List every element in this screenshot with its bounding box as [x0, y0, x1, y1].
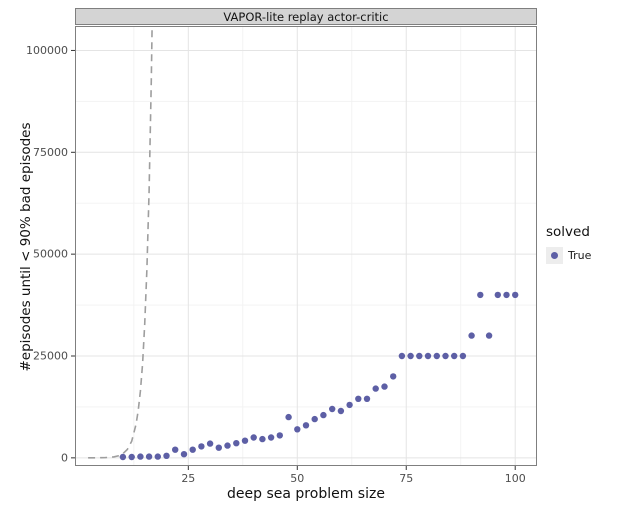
data-point: [320, 411, 327, 419]
chart-panel: 25 50 75 100 0 25000 50000 75000 100000: [26, 26, 537, 485]
data-point: [311, 415, 318, 423]
data-point: [163, 452, 170, 459]
data-point: [241, 437, 249, 444]
data-point: [329, 405, 336, 413]
data-point: [294, 426, 301, 433]
panel-border: [75, 26, 537, 466]
data-point: [206, 440, 214, 447]
x-tick-label: 100: [505, 472, 526, 485]
legend: solved True: [546, 224, 591, 264]
data-point: [477, 291, 484, 299]
y-tick-label: 50000: [33, 248, 68, 261]
chart-title: VAPOR-lite replay actor-critic: [223, 9, 389, 24]
data-point: [215, 444, 222, 451]
x-tick-label: 25: [181, 472, 195, 485]
data-point: [180, 451, 188, 458]
data-point: [337, 407, 345, 415]
data-point: [189, 446, 196, 453]
legend-entry-label: True: [568, 249, 592, 262]
legend-key-dot-icon: [551, 252, 558, 259]
data-point: [442, 352, 449, 360]
facet-strip: VAPOR-lite replay actor-critic: [75, 8, 537, 25]
data-point: [398, 352, 406, 360]
data-point: [276, 432, 283, 439]
panel-content: [75, 26, 537, 466]
data-point: [145, 453, 153, 460]
data-point: [154, 453, 161, 460]
x-tick-label: 50: [290, 472, 304, 485]
legend-key: [546, 247, 563, 264]
x-tick-label: 75: [399, 472, 413, 485]
data-point: [137, 453, 144, 460]
data-point: [494, 291, 501, 299]
y-tick-label: 0: [61, 451, 68, 464]
y-tick-label: 100000: [26, 44, 68, 57]
data-point: [285, 413, 292, 421]
data-point: [433, 352, 440, 360]
legend-title: solved: [546, 224, 590, 240]
data-point: [302, 422, 310, 429]
legend-entry-true: True: [546, 247, 591, 264]
data-point: [424, 352, 432, 360]
y-tick-label: 25000: [33, 350, 68, 363]
data-point: [198, 443, 205, 450]
data-point: [233, 440, 240, 447]
data-point: [119, 453, 127, 461]
data-point: [250, 434, 257, 441]
data-point: [468, 332, 475, 339]
data-point: [381, 383, 388, 390]
data-point: [407, 352, 414, 360]
data-point: [459, 352, 467, 360]
panel-background: [75, 26, 537, 466]
data-point: [390, 373, 397, 380]
reference-curve: [88, 26, 153, 459]
x-axis-title: deep sea problem size: [227, 486, 385, 502]
data-point: [485, 332, 493, 339]
data-point: [172, 446, 179, 453]
data-point: [451, 352, 458, 360]
data-point: [416, 352, 423, 360]
data-point: [363, 395, 371, 402]
data-point: [503, 291, 510, 299]
data-point: [224, 442, 231, 449]
data-point: [512, 291, 519, 299]
data-point: [372, 385, 379, 392]
data-point: [267, 434, 275, 441]
y-tick-label: 75000: [33, 146, 68, 159]
data-point: [346, 401, 353, 409]
data-point: [128, 453, 135, 461]
data-point: [355, 395, 362, 402]
data-point: [259, 435, 266, 443]
y-axis-title: #episodes until < 90% bad episodes: [18, 122, 34, 372]
